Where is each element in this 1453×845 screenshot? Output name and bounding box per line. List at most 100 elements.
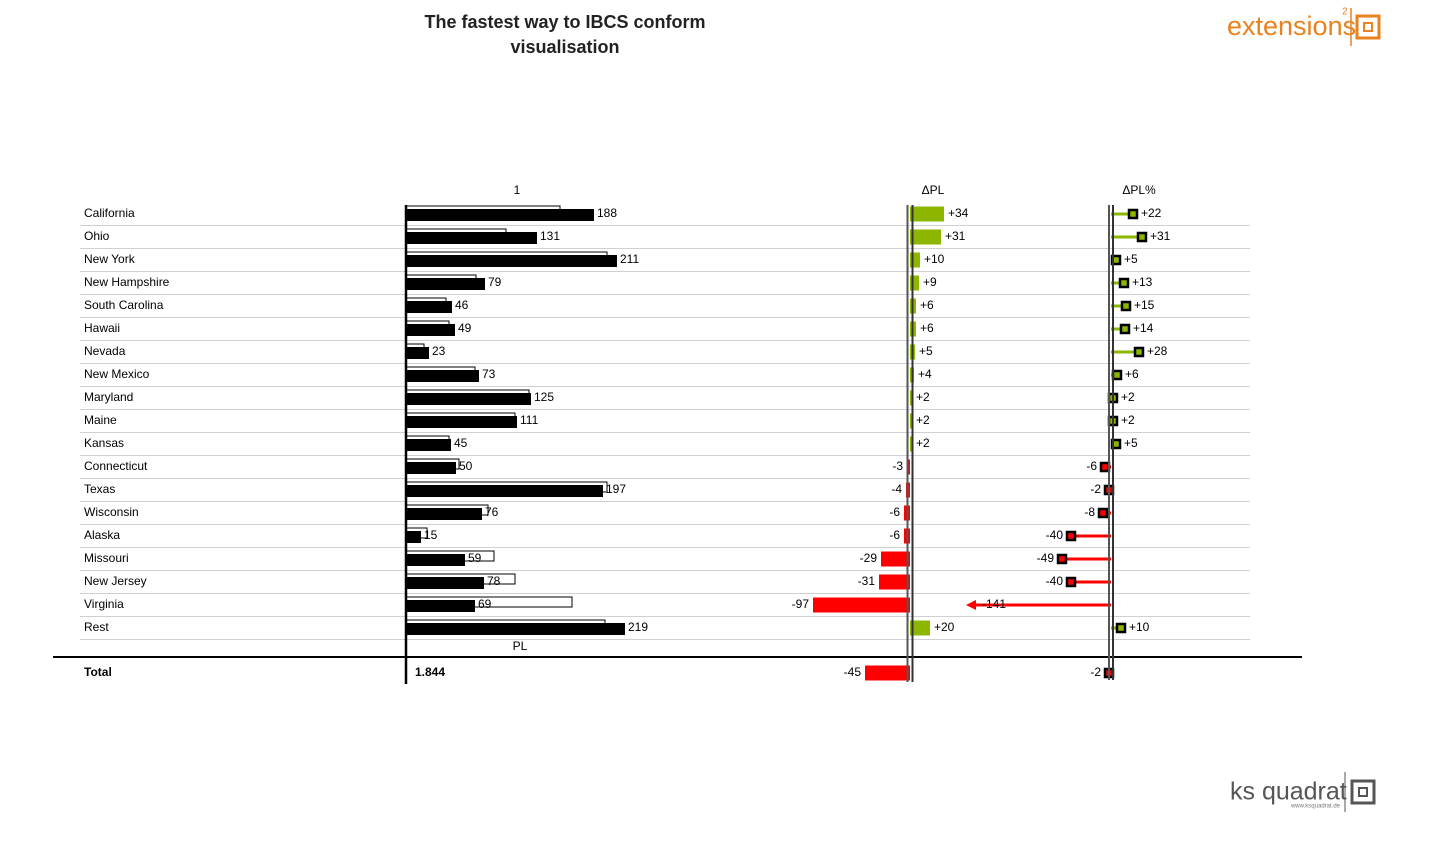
- value-label: -49: [1037, 551, 1055, 565]
- pin-head: [1119, 323, 1131, 335]
- pin-head: [1115, 622, 1127, 634]
- value-label: +5: [1124, 252, 1138, 266]
- value-label: +28: [1147, 344, 1168, 358]
- pin-head: [1099, 461, 1111, 473]
- value-label: +5: [919, 344, 933, 358]
- value-label: 211: [620, 252, 639, 266]
- value-label: +31: [945, 229, 966, 243]
- value-label: -29: [860, 551, 878, 565]
- value-label: 78: [487, 574, 501, 588]
- value-label: 79: [488, 275, 502, 289]
- category-label: Rest: [84, 620, 109, 634]
- delta-bar: [881, 551, 910, 567]
- category-label: Ohio: [84, 229, 110, 243]
- value-label: -3: [892, 459, 903, 473]
- value-label: -40: [1046, 528, 1064, 542]
- value-label: 131: [540, 229, 560, 243]
- value-label: 125: [534, 390, 554, 404]
- value-label: -6: [889, 505, 900, 519]
- actual-bar: [406, 531, 421, 543]
- actual-bar: [406, 462, 456, 474]
- category-label: Maryland: [84, 390, 133, 404]
- value-label: +34: [948, 206, 969, 220]
- delta-bar: [910, 275, 919, 291]
- value-label: 69: [478, 597, 492, 611]
- value-label: +2: [916, 413, 930, 427]
- chart-title: The fastest way to IBCS conform visualis…: [424, 12, 706, 57]
- delta-bar: [813, 597, 910, 613]
- delta-bar: [910, 620, 930, 636]
- value-label: -6: [889, 528, 900, 542]
- value-label: 73: [482, 367, 496, 381]
- category-label: South Carolina: [84, 298, 164, 312]
- category-label: New Hampshire: [84, 275, 170, 289]
- value-label: +14: [1133, 321, 1154, 335]
- logo-text: extensions: [1227, 11, 1356, 41]
- value-label: +31: [1150, 229, 1171, 243]
- pin-head: [1118, 277, 1130, 289]
- category-label: Virginia: [84, 597, 124, 611]
- value-label: 197: [606, 482, 626, 496]
- delta-bar: [910, 229, 941, 245]
- pin-arrow: [966, 600, 976, 610]
- value-label: +2: [1121, 390, 1135, 404]
- value-label: 15: [424, 528, 438, 542]
- category-label: Wisconsin: [84, 505, 139, 519]
- actual-bar: [406, 508, 482, 520]
- logo-icon: [1363, 22, 1373, 32]
- actual-bar: [406, 623, 625, 635]
- logo-icon: [1358, 787, 1368, 797]
- value-label: +4: [918, 367, 932, 381]
- value-label: 59: [468, 551, 482, 565]
- actual-bar: [406, 255, 617, 267]
- series-footer: PL: [513, 639, 528, 653]
- value-label: -6: [1086, 459, 1097, 473]
- actual-bar: [406, 577, 484, 589]
- value-label: +20: [934, 620, 955, 634]
- logo-icon: [1355, 14, 1381, 40]
- actual-bar: [406, 485, 603, 497]
- value-label: +6: [920, 321, 934, 335]
- value-label: 45: [454, 436, 468, 450]
- value-label: 23: [432, 344, 446, 358]
- category-label: Missouri: [84, 551, 129, 565]
- value-label: -2: [1090, 665, 1101, 679]
- chart-header: ΔPL%: [1122, 183, 1156, 197]
- pin-head: [1056, 553, 1068, 565]
- value-label: 46: [455, 298, 469, 312]
- value-label: +6: [920, 298, 934, 312]
- delta-bar: [865, 665, 910, 681]
- category-label: Kansas: [84, 436, 124, 450]
- delta-bar: [910, 252, 920, 268]
- value-label: -97: [792, 597, 810, 611]
- logo-ksquadrat: ks quadrat www.ksquadrat.de: [1230, 772, 1376, 812]
- value-label: +9: [923, 275, 937, 289]
- actual-bar: [406, 600, 475, 612]
- series-header: 1: [514, 183, 521, 197]
- value-label: -45: [844, 665, 862, 679]
- total-label: Total: [84, 665, 112, 679]
- logo-icon: [1350, 779, 1376, 805]
- actual-bar: [406, 554, 465, 566]
- value-label: -4: [891, 482, 902, 496]
- value-label: +2: [916, 436, 930, 450]
- actual-bar: [406, 278, 485, 290]
- chart-header: ΔPL: [922, 183, 945, 197]
- value-label: -141: [982, 597, 1006, 611]
- value-label: 49: [458, 321, 472, 335]
- actual-bar: [406, 370, 479, 382]
- actual-bar: [406, 209, 594, 221]
- pin-head: [1136, 231, 1148, 243]
- pin-head: [1127, 208, 1139, 220]
- category-label: New York: [84, 252, 136, 266]
- pin-head: [1065, 576, 1077, 588]
- pin-head: [1065, 530, 1077, 542]
- actual-bar: [406, 393, 531, 405]
- delta-bar: [879, 574, 910, 590]
- delta-bar: [910, 206, 944, 222]
- value-label: -8: [1084, 505, 1095, 519]
- logo-text: ks quadrat: [1230, 778, 1347, 806]
- logo-url: www.ksquadrat.de: [1290, 804, 1341, 810]
